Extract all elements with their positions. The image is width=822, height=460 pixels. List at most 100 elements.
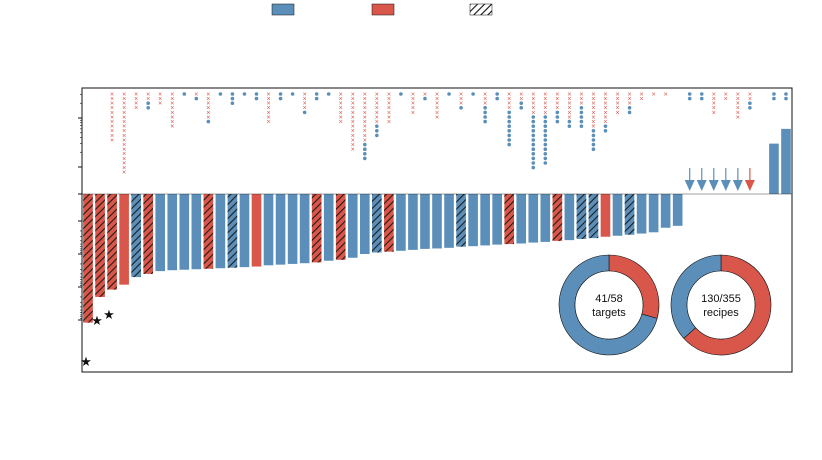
recipe-success-marker [302, 110, 307, 115]
bar-hatch-active [552, 194, 563, 241]
recipe-success-marker [278, 96, 283, 101]
star-marker: ★ [80, 354, 92, 369]
recipe-success-marker [519, 106, 524, 110]
recipe-failed-marker: × [603, 101, 607, 108]
recipe-failed-marker: × [122, 137, 126, 144]
recipe-success-marker [447, 92, 451, 96]
recipe-success-marker [627, 106, 632, 110]
recipe-failed-marker: × [555, 96, 559, 103]
bar-hatch-active [504, 194, 515, 245]
bar-success [396, 194, 406, 251]
donut-label-line: 130/355 [701, 293, 741, 305]
bar-failed [600, 194, 611, 237]
recipe-failed-marker: × [543, 91, 547, 98]
recipe-success-marker [579, 106, 584, 110]
recipe-success-marker [230, 101, 235, 105]
donut-hole [686, 270, 756, 340]
recipe-failed-marker: × [736, 101, 740, 108]
bar-success [528, 194, 539, 243]
recipe-failed-marker: × [351, 101, 355, 108]
recipe-failed-marker: × [387, 114, 391, 121]
recipe-success-marker [531, 161, 536, 165]
recipe-failed-marker: × [507, 96, 511, 103]
bar-success [263, 194, 274, 266]
recipe-failed-marker: × [110, 91, 114, 98]
recipe-failed-marker: × [363, 96, 367, 103]
recipe-success-marker [531, 156, 536, 161]
recipe-failed-marker: × [712, 101, 716, 108]
recipe-failed-marker: × [579, 91, 583, 98]
recipe-failed-marker: × [652, 91, 656, 98]
recipe-failed-marker: × [122, 110, 126, 117]
recipe-success-marker [555, 119, 560, 124]
recipe-failed-marker: × [736, 110, 740, 117]
recipe-success-marker [531, 115, 536, 119]
recipe-failed-marker: × [122, 124, 126, 131]
recipe-failed-marker: × [375, 91, 379, 98]
recipe-failed-marker: × [435, 91, 439, 98]
recipe-success-marker [579, 110, 584, 115]
recipe-success-marker [543, 138, 548, 142]
recipe-success-marker [591, 138, 596, 142]
bar-success [540, 194, 551, 242]
recipe-failed-marker: × [591, 124, 595, 131]
donut-label-line: targets [592, 307, 626, 319]
recipe-failed-marker: × [339, 119, 343, 126]
recipe-failed-marker: × [411, 105, 415, 112]
recipe-success-marker [218, 92, 223, 96]
recipe-failed-marker: × [266, 91, 270, 98]
recipe-failed-marker: × [640, 91, 644, 98]
recipe-failed-marker: × [411, 96, 415, 103]
recipe-failed-marker: × [615, 101, 619, 108]
recipe-success-marker [483, 119, 487, 124]
recipe-success-marker [495, 92, 499, 96]
bar-success [167, 194, 178, 271]
recipe-failed-marker: × [351, 137, 355, 144]
recipe-success-marker [182, 92, 187, 96]
recipe-success-marker [531, 152, 536, 156]
recipe-success-marker [531, 129, 536, 133]
legend [271, 3, 493, 16]
recipe-failed-marker: × [122, 156, 126, 163]
recipe-failed-marker: × [303, 101, 307, 108]
recipe-failed-marker: × [543, 96, 547, 103]
bar-success [781, 128, 791, 194]
bar-hatch-active [384, 194, 394, 252]
recipe-success-marker [555, 115, 560, 119]
recipe-failed-marker: × [411, 110, 415, 117]
recipe-failed-marker: × [435, 96, 439, 103]
recipe-success-marker [531, 138, 536, 142]
recipe-failed-marker: × [724, 91, 728, 98]
bar-success [179, 194, 190, 270]
recipe-success-marker [784, 96, 788, 101]
recipe-failed-marker: × [387, 96, 391, 103]
recipe-success-marker [507, 138, 512, 142]
star-marker: ★ [103, 307, 115, 322]
recipe-failed-marker: × [375, 114, 379, 121]
recipe-failed-marker: × [435, 114, 439, 121]
recipe-failed-marker: × [170, 124, 174, 131]
recipe-success-marker [507, 110, 512, 115]
recipe-success-marker [507, 115, 512, 119]
recipe-success-marker [784, 92, 788, 96]
star-marker: ★ [91, 313, 103, 328]
recipe-failed-marker: × [603, 91, 607, 98]
recipe-failed-marker: × [351, 133, 355, 140]
bar-hatch-active [576, 194, 587, 239]
bar-success [275, 194, 286, 265]
recipe-success-marker [531, 147, 536, 151]
recipe-failed-marker: × [266, 105, 270, 112]
recipe-success-marker [543, 129, 548, 133]
recipe-success-marker [459, 106, 463, 110]
recipe-failed-marker: × [411, 101, 415, 108]
recipe-failed-marker: × [110, 119, 114, 126]
recipe-failed-marker: × [206, 114, 210, 121]
donut-label: 130/355 recipes [701, 293, 741, 319]
recipe-success-marker [748, 106, 752, 110]
recipe-success-marker [531, 119, 536, 124]
recipe-failed-marker: × [110, 137, 114, 144]
recipe-success-marker [278, 92, 283, 96]
recipe-success-marker [772, 96, 776, 101]
recipe-failed-marker: × [363, 119, 367, 126]
arrow-head [684, 180, 695, 191]
